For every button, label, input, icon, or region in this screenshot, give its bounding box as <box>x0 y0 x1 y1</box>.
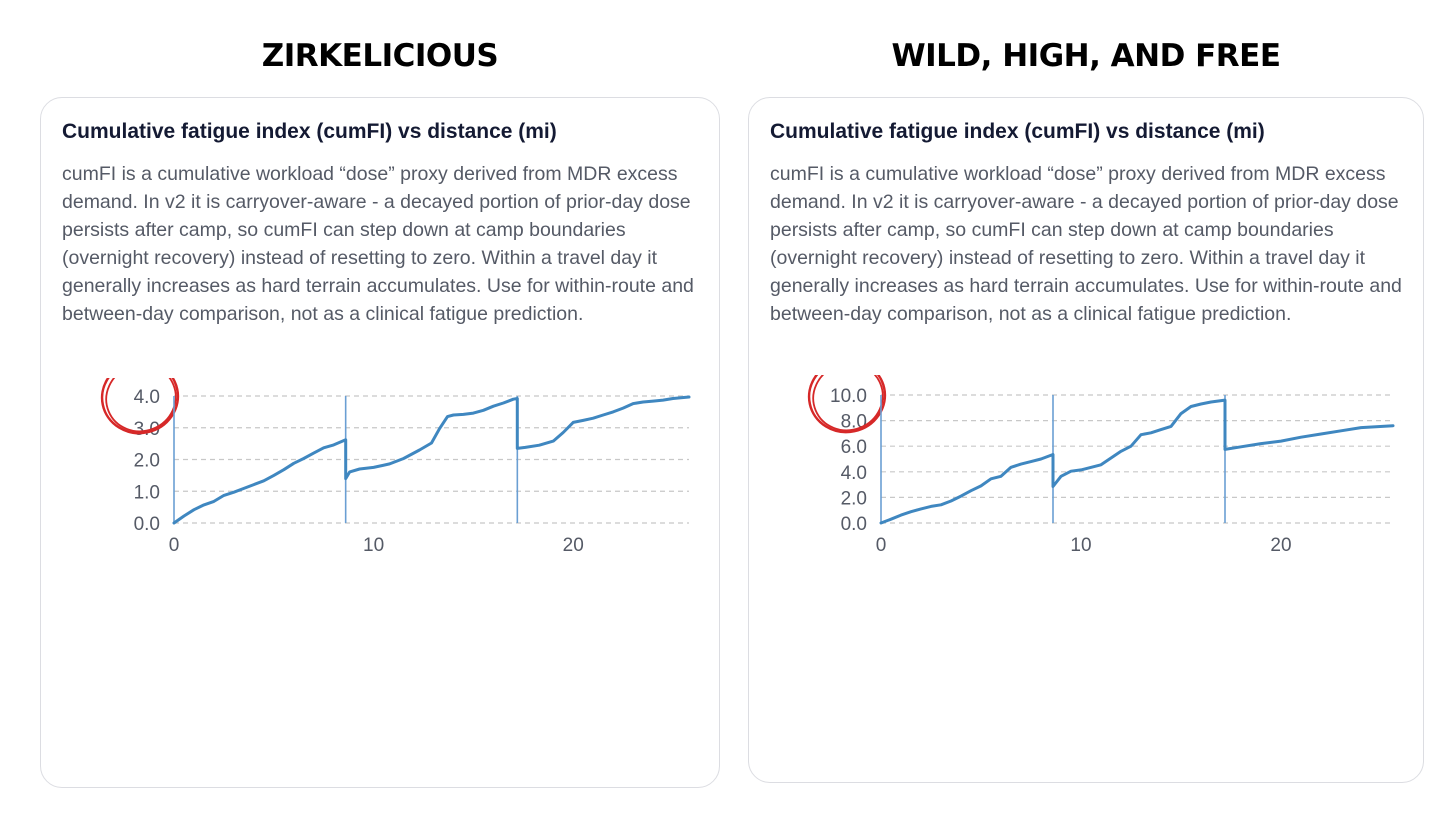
cumfi-line-chart: 0.02.04.06.08.010.00 10 20 <box>807 375 1395 556</box>
x-tick-label: 0 <box>169 535 180 556</box>
y-tick-label: 2.0 <box>841 488 867 509</box>
chart-card-right: Cumulative fatigue index (cumFI) vs dist… <box>748 97 1424 783</box>
card-title: Cumulative fatigue index (cumFI) vs dist… <box>62 120 557 143</box>
card-description: cumFI is a cumulative workload “dose” pr… <box>770 163 1402 325</box>
x-tick-label: 10 <box>363 535 384 556</box>
x-tick-label: 20 <box>563 535 584 556</box>
x-tick-label: 0 <box>876 535 887 556</box>
cumfi-line-chart: 0.0 1.0 2.0 3.0 4.0 0 10 20 <box>100 378 691 556</box>
x-tick-label: 20 <box>1270 535 1291 556</box>
highlight-circle <box>100 378 180 435</box>
chart-heading-left: ZIRKELICIOUS <box>261 38 499 74</box>
cumfi-series-line <box>879 398 1395 525</box>
chart-card-left: Cumulative fatigue index (cumFI) vs dist… <box>40 97 720 788</box>
y-tick-label: 3.0 <box>134 419 160 440</box>
highlight-circle <box>105 378 177 433</box>
y-tick-label: 2.0 <box>134 451 160 472</box>
y-tick-label: 6.0 <box>841 437 867 458</box>
cumfi-series-line <box>172 395 691 525</box>
highlight-circle <box>807 375 887 434</box>
card-description: cumFI is a cumulative workload “dose” pr… <box>62 163 694 325</box>
y-tick-label: 1.0 <box>134 482 160 503</box>
y-tick-label: 0.0 <box>134 514 160 535</box>
x-tick-label: 10 <box>1070 535 1091 556</box>
y-tick-label: 10.0 <box>830 386 867 407</box>
y-tick-label: 4.0 <box>134 387 160 408</box>
card-title: Cumulative fatigue index (cumFI) vs dist… <box>770 120 1265 143</box>
y-tick-label: 0.0 <box>841 514 867 535</box>
chart-heading-right: WILD, HIGH, AND FREE <box>891 38 1281 74</box>
highlight-circle <box>812 375 884 432</box>
y-tick-label: 4.0 <box>841 463 867 484</box>
